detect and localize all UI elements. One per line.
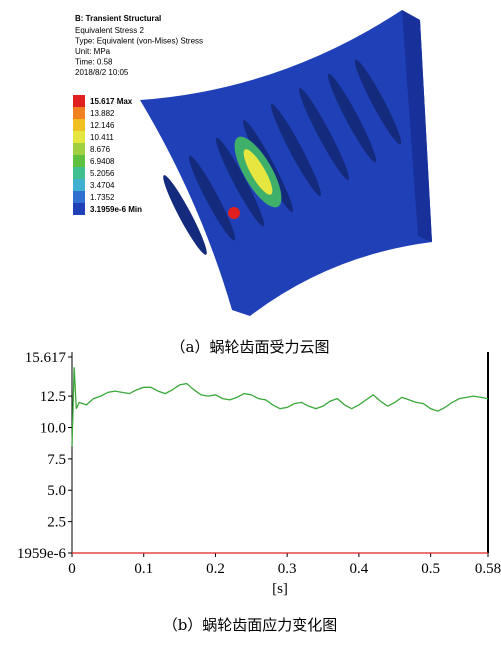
legend-label: 10.411 [90, 133, 114, 142]
x-tick-label: 0.3 [278, 561, 297, 577]
legend-label: 8.676 [90, 145, 111, 154]
legend-label: 3.1959e-6 Min [90, 205, 142, 214]
legend-label: 1.7352 [90, 193, 115, 202]
y-tick-label: 1959e-6 [17, 546, 67, 562]
legend-swatch [73, 179, 85, 191]
result-title: B: Transient Structural [75, 14, 161, 23]
legend-swatch [73, 131, 85, 143]
contour-legend: 15.617 Max 13.882 12.146 10.411 8.676 6.9408 5… [73, 95, 142, 215]
x-tick-label: 0 [68, 561, 76, 577]
legend-swatch [73, 167, 85, 179]
info-line: Time: 0.58 [75, 58, 113, 67]
legend-swatch [73, 143, 85, 155]
info-line: Unit: MPa [75, 47, 111, 56]
legend-label: 6.9408 [90, 157, 115, 166]
x-axis-label: [s] [272, 581, 288, 597]
legend-swatch [73, 95, 85, 107]
legend-swatch [73, 155, 85, 167]
legend-label: 12.146 [90, 121, 115, 130]
info-line: Equivalent Stress 2 [75, 26, 144, 35]
result-info: Equivalent Stress 2 Type: Equivalent (von… [75, 26, 203, 77]
y-tick-label: 2.5 [47, 515, 66, 531]
x-tick-label: 0.1 [134, 561, 153, 577]
series-line [72, 367, 488, 446]
caption-a: （a）蜗轮齿面受力云图 [171, 338, 330, 356]
y-tick-label: 7.5 [47, 452, 66, 468]
x-tick-label: 0.58 [475, 561, 501, 577]
page: B: Transient Structural Equivalent Stres… [0, 0, 501, 647]
probe-point [228, 207, 240, 219]
y-tick-label: 5.0 [47, 483, 66, 499]
legend-label: 3.4704 [90, 181, 115, 190]
gear-render [140, 10, 432, 316]
figure: B: Transient Structural Equivalent Stres… [0, 0, 501, 647]
gear-body [140, 10, 432, 316]
legend-swatch [73, 119, 85, 131]
info-line: 2018/8/2 10:05 [75, 68, 129, 77]
caption-b: （b）蜗轮齿面应力变化图 [163, 616, 338, 634]
legend-swatch [73, 203, 85, 215]
x-tick-label: 0.4 [350, 561, 369, 577]
y-tick-label: 10.0 [40, 420, 66, 436]
line-chart: 1959e-6 2.5 5.0 7.5 10.0 12.5 15.617 0 0.1 0.2 0.3… [17, 350, 501, 597]
y-tick-label: 15.617 [25, 350, 67, 366]
legend-label: 13.882 [90, 109, 115, 118]
x-tick-label: 0.5 [421, 561, 440, 577]
info-line: Type: Equivalent (von-Mises) Stress [75, 37, 203, 46]
legend-swatch [73, 191, 85, 203]
legend-label: 15.617 Max [90, 97, 133, 106]
x-tick-label: 0.2 [206, 561, 225, 577]
y-tick-label: 12.5 [40, 389, 66, 405]
legend-label: 5.2056 [90, 169, 115, 178]
legend-swatch [73, 107, 85, 119]
